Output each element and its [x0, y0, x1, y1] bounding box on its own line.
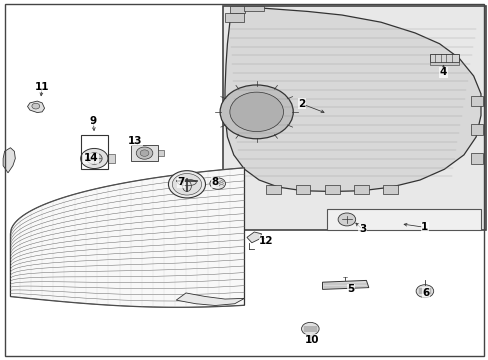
Text: 11: 11 — [35, 82, 49, 92]
Text: 12: 12 — [259, 236, 273, 246]
Bar — [383, 185, 397, 194]
Circle shape — [168, 171, 205, 198]
Bar — [222, 6, 485, 230]
Bar — [429, 54, 458, 62]
Circle shape — [32, 103, 40, 109]
Text: 13: 13 — [127, 136, 142, 145]
Circle shape — [229, 92, 283, 132]
Circle shape — [136, 147, 153, 159]
Bar — [470, 96, 483, 107]
Bar — [229, 6, 244, 13]
Bar — [266, 185, 281, 194]
Bar — [295, 185, 310, 194]
Text: 4: 4 — [439, 67, 446, 77]
Text: 9: 9 — [90, 116, 97, 126]
Polygon shape — [10, 168, 244, 307]
Text: 2: 2 — [298, 99, 305, 109]
Text: 14: 14 — [83, 153, 98, 163]
Circle shape — [209, 178, 225, 189]
Text: 3: 3 — [358, 225, 366, 234]
Circle shape — [220, 85, 293, 139]
Circle shape — [415, 285, 433, 298]
Bar — [470, 125, 483, 135]
Circle shape — [140, 150, 149, 156]
Bar — [429, 62, 458, 65]
Circle shape — [337, 213, 355, 226]
Circle shape — [172, 174, 201, 195]
Polygon shape — [27, 101, 44, 113]
Text: 7: 7 — [177, 177, 184, 187]
Text: 10: 10 — [304, 334, 318, 345]
Text: 8: 8 — [211, 177, 219, 187]
Bar — [244, 6, 264, 12]
Bar — [470, 153, 483, 164]
Bar — [131, 145, 158, 161]
Polygon shape — [176, 293, 244, 306]
Polygon shape — [224, 8, 480, 192]
Circle shape — [301, 322, 319, 335]
Text: 6: 6 — [422, 288, 428, 298]
Text: 1: 1 — [421, 222, 427, 232]
Circle shape — [86, 153, 102, 164]
Polygon shape — [246, 232, 261, 243]
Bar — [327, 209, 480, 230]
Circle shape — [81, 148, 108, 168]
Polygon shape — [3, 148, 15, 173]
Bar — [81, 135, 108, 169]
Bar — [108, 154, 115, 163]
Polygon shape — [322, 280, 368, 289]
Bar — [353, 185, 368, 194]
Bar — [325, 185, 339, 194]
Bar — [158, 150, 163, 156]
Text: 5: 5 — [346, 284, 354, 294]
Bar — [224, 13, 244, 22]
